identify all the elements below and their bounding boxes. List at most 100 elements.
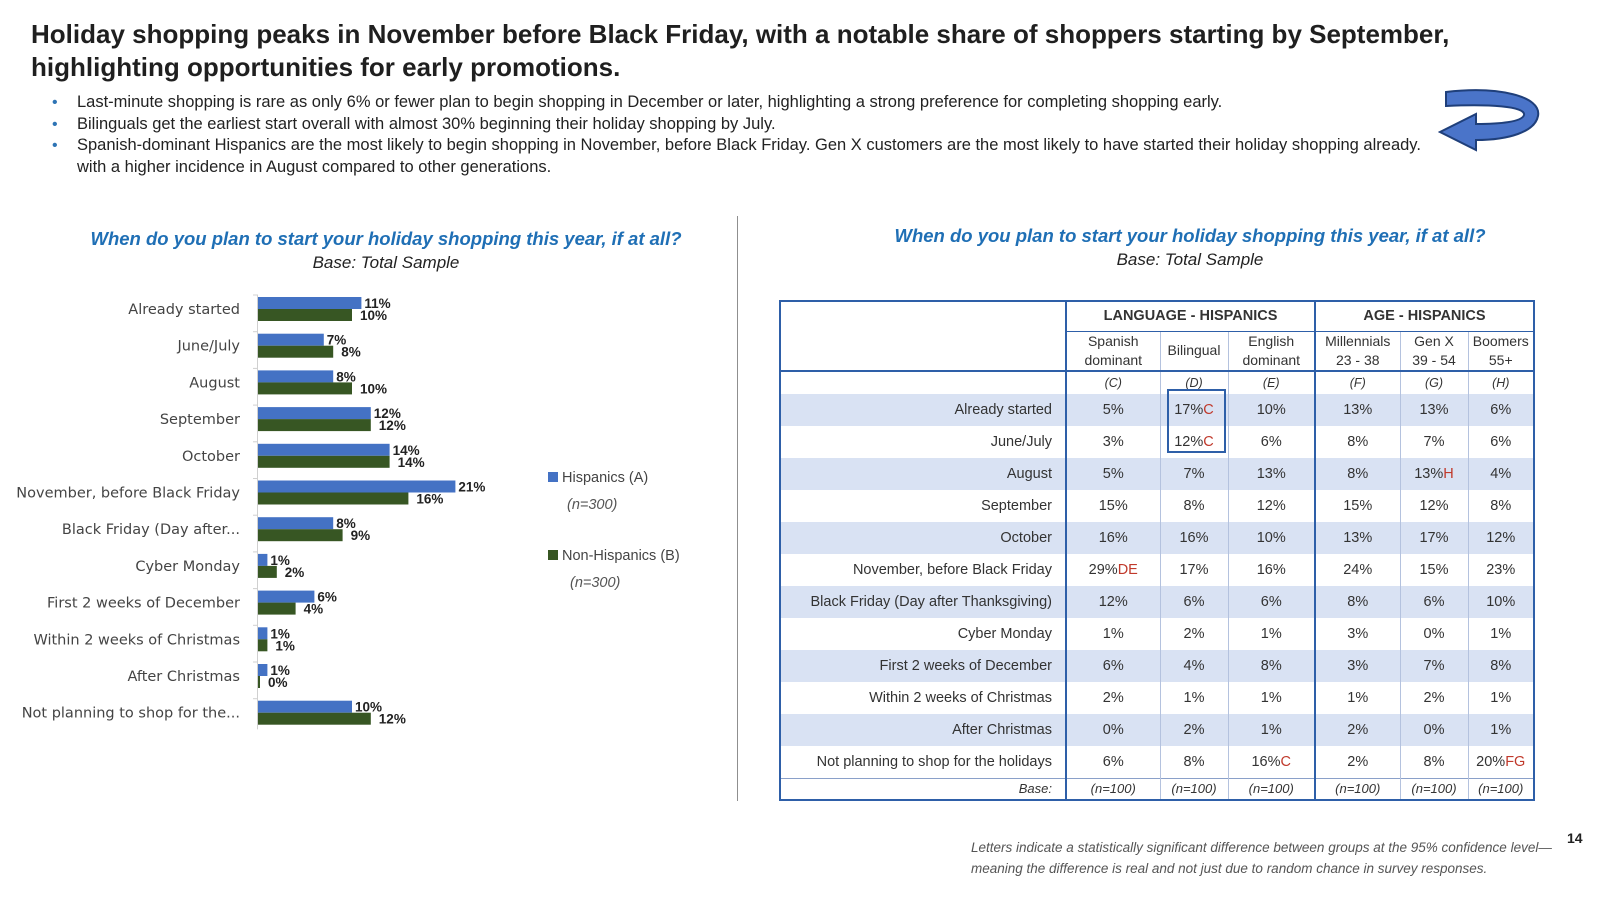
base-value: (n=100) [1399,777,1468,800]
row-label: October [780,522,1066,554]
cell-value: 15% [1419,562,1449,578]
table-cell: 1% [1227,714,1315,746]
data-label: 16% [416,492,443,507]
table-cell: 6% [1065,746,1160,778]
data-label: 8% [336,516,356,531]
cell-value: 13% [1343,530,1373,546]
cell-value: 1% [1347,690,1369,706]
column-header: Bilingual [1159,331,1228,371]
cell-value: 17% [1419,530,1449,546]
data-label: 8% [341,345,361,360]
table-cell: 8% [1159,746,1228,778]
table-cell: 8% [1314,458,1400,490]
legend-n-hispanics: (n=300) [567,497,618,513]
cell-value: 23% [1486,562,1516,578]
category-label: September [160,412,240,428]
table-body: (C) (D) (E) (F) (G) (H) Already started 5… [780,370,1534,800]
table-cell: 3% [1065,426,1160,458]
cell-value: 1% [1490,626,1512,642]
column-header: Millennials 23 - 38 [1314,331,1400,371]
bar-hispanics [258,627,268,640]
data-label: 7% [327,333,347,348]
data-label: 9% [351,528,371,543]
bullet-text: Spanish-dominant Hispanics are the most … [77,136,1421,176]
bullet-icon: • [52,94,58,111]
cell-value: 6% [1490,402,1512,418]
table-cell: 1% [1467,714,1534,746]
significance-letters: C [1203,434,1214,450]
group-header-age: AGE - HISPANICS [1314,301,1534,332]
table-cell: 8% [1227,650,1315,682]
table-cell: 12% [1399,490,1468,522]
bar-hispanics [258,553,268,566]
headline-line-2: highlighting opportunities for early pro… [31,52,621,82]
data-label: 8% [336,369,356,384]
category-label: Within 2 weeks of Christmas [33,632,240,648]
cell-value: 3% [1102,434,1124,450]
cell-value: 13% [1343,402,1373,418]
table-cell: 3% [1314,650,1400,682]
cell-value: 2% [1102,690,1124,706]
cell-value: 16% [1256,562,1286,578]
cell-value: 17% [1174,402,1204,418]
category-label: June/July [176,339,240,355]
table-row: June/July 3% 12%C 6% 8% 7% 6% [780,426,1534,458]
column-code: (G) [1399,370,1468,394]
significance-footnote: Letters indicate a statistically signifi… [971,840,1552,876]
data-label: 21% [458,480,485,495]
table-cell: 7% [1159,458,1228,490]
table-row: Within 2 weeks of Christmas 2% 1% 1% 1% 2% 1% [780,682,1534,714]
table-cell: 15% [1065,490,1160,522]
bullet-item: • Bilinguals get the earliest start overa… [52,114,1432,136]
table-cell: 0% [1065,714,1160,746]
cell-value: 5% [1102,466,1124,482]
cell-value: 3% [1347,658,1369,674]
cell-value: 1% [1490,722,1512,738]
cell-value: 10% [1486,594,1516,610]
cell-value: 16% [1098,530,1128,546]
cell-value: 0% [1423,722,1445,738]
table-row: October 16% 16% 10% 13% 17% 12% [780,522,1534,554]
table-cell: 29%DE [1065,554,1160,586]
table-cell: 3% [1314,618,1400,650]
cell-value: 16% [1251,753,1281,770]
column-header: Boomers 55+ [1467,331,1534,371]
table-cell: 13% [1227,458,1315,490]
table-cell: 2% [1159,618,1228,650]
cell-value: 1% [1260,690,1282,706]
bar-non-hispanics [258,529,343,542]
table-cell: 12% [1065,586,1160,618]
cell-value: 6% [1102,658,1124,674]
base-label: Base: [780,777,1066,800]
category-label: First 2 weeks of December [47,596,240,612]
legend-swatch-non-hispanics [548,550,558,560]
bar-non-hispanics [258,492,409,505]
cell-value: 6% [1423,594,1445,610]
bar-non-hispanics [258,602,296,615]
table-cell: 6% [1467,394,1534,426]
cell-value: 13% [1419,402,1449,418]
table-cell: 1% [1467,682,1534,714]
row-label: Not planning to shop for the holidays [816,753,1052,770]
table-base-label: Base: Total Sample [1116,250,1264,269]
table-cell: 6% [1227,586,1315,618]
cell-value: 7% [1183,466,1205,482]
table-cell: 0% [1399,618,1468,650]
bar-hispanics [258,407,371,420]
category-label: Not planning to shop for the... [22,706,240,722]
cell-value: 1% [1260,722,1282,738]
table-cell: 1% [1314,682,1400,714]
cell-value: 8% [1347,434,1369,450]
table-row: First 2 weeks of December 6% 4% 8% 3% 7% 8% [780,650,1534,682]
table-cell: 13% [1314,394,1400,426]
bar-non-hispanics [258,676,260,688]
bar-hispanics [258,333,324,346]
legend-label: Hispanics (A) [562,470,649,486]
row-label: Black Friday (Day after Thanksgiving) [780,586,1066,618]
legend-swatch-hispanics [548,472,558,482]
data-label: 1% [270,663,290,678]
table-cell: 10% [1467,586,1534,618]
data-label: 10% [360,381,387,396]
row-label: June/July [990,434,1052,450]
table-cell: 13%H [1399,458,1468,490]
